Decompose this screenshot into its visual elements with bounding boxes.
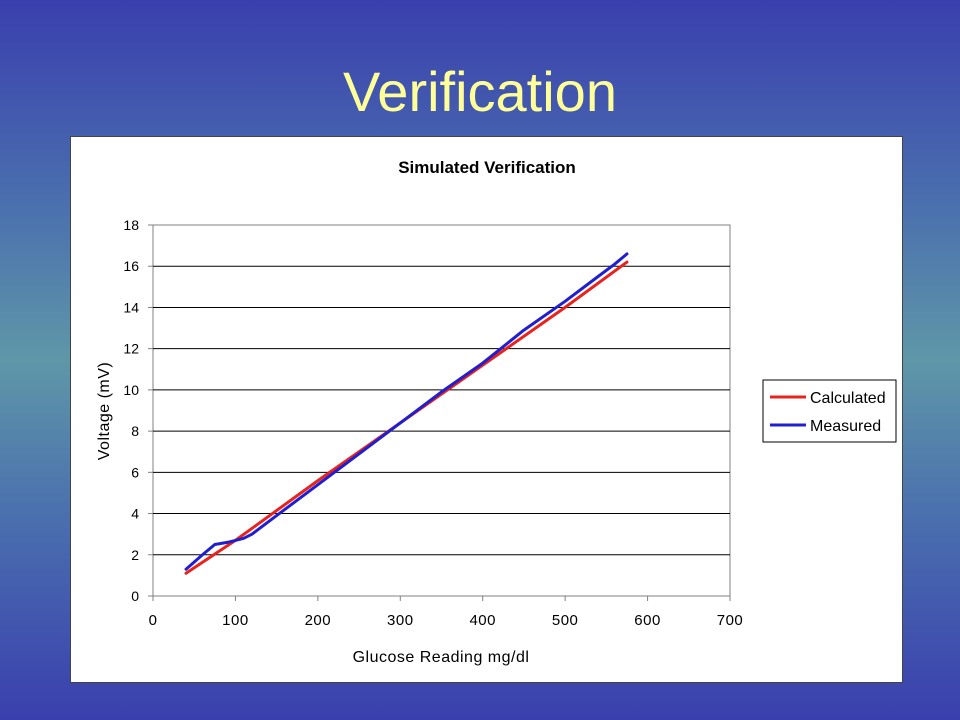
grid-layer	[153, 265, 730, 556]
slide-title: Verification	[343, 60, 617, 123]
x-tick-label: 300	[387, 612, 414, 629]
y-tick-label: 0	[131, 588, 139, 604]
series-layer	[184, 252, 629, 575]
series-line-measured	[184, 252, 629, 571]
y-axis-label: Voltage (mV)	[96, 362, 113, 460]
y-tick-label: 6	[131, 464, 139, 480]
x-tick-label: 200	[305, 612, 332, 629]
y-tick-label: 4	[131, 506, 139, 522]
x-tick-label: 700	[717, 612, 744, 629]
x-tick-label: 400	[469, 612, 496, 629]
x-tick-label: 500	[552, 612, 579, 629]
y-tick-label: 8	[131, 423, 139, 439]
y-tick-label: 12	[123, 341, 139, 357]
x-tick-label: 0	[149, 612, 158, 629]
x-tick-label: 600	[634, 612, 661, 629]
legend-label-calculated: Calculated	[810, 390, 886, 407]
tick-layer: 0 2 4 6 8 10 12 14 16 18 0 100 200 300 400 500 600 700	[123, 217, 744, 629]
legend-box	[762, 379, 897, 443]
legend: Calculated Measured	[762, 379, 897, 443]
chart-svg: Simulated Verification 0 2 4 6 8 10 12 14 16 18 0 1…	[96, 158, 897, 666]
x-tick-label: 100	[222, 612, 249, 629]
chart-panel: Simulated Verification 0 2 4 6 8 10 12 14 16 18 0 1…	[70, 136, 903, 683]
y-tick-label: 2	[131, 547, 139, 563]
legend-label-measured: Measured	[810, 418, 881, 435]
y-tick-label: 10	[123, 382, 139, 398]
y-tick-label: 16	[123, 258, 139, 274]
chart-title: Simulated Verification	[398, 158, 576, 177]
y-tick-label: 14	[123, 299, 139, 315]
y-tick-label: 18	[123, 217, 139, 233]
x-axis-label: Glucose Reading mg/dl	[353, 649, 530, 666]
